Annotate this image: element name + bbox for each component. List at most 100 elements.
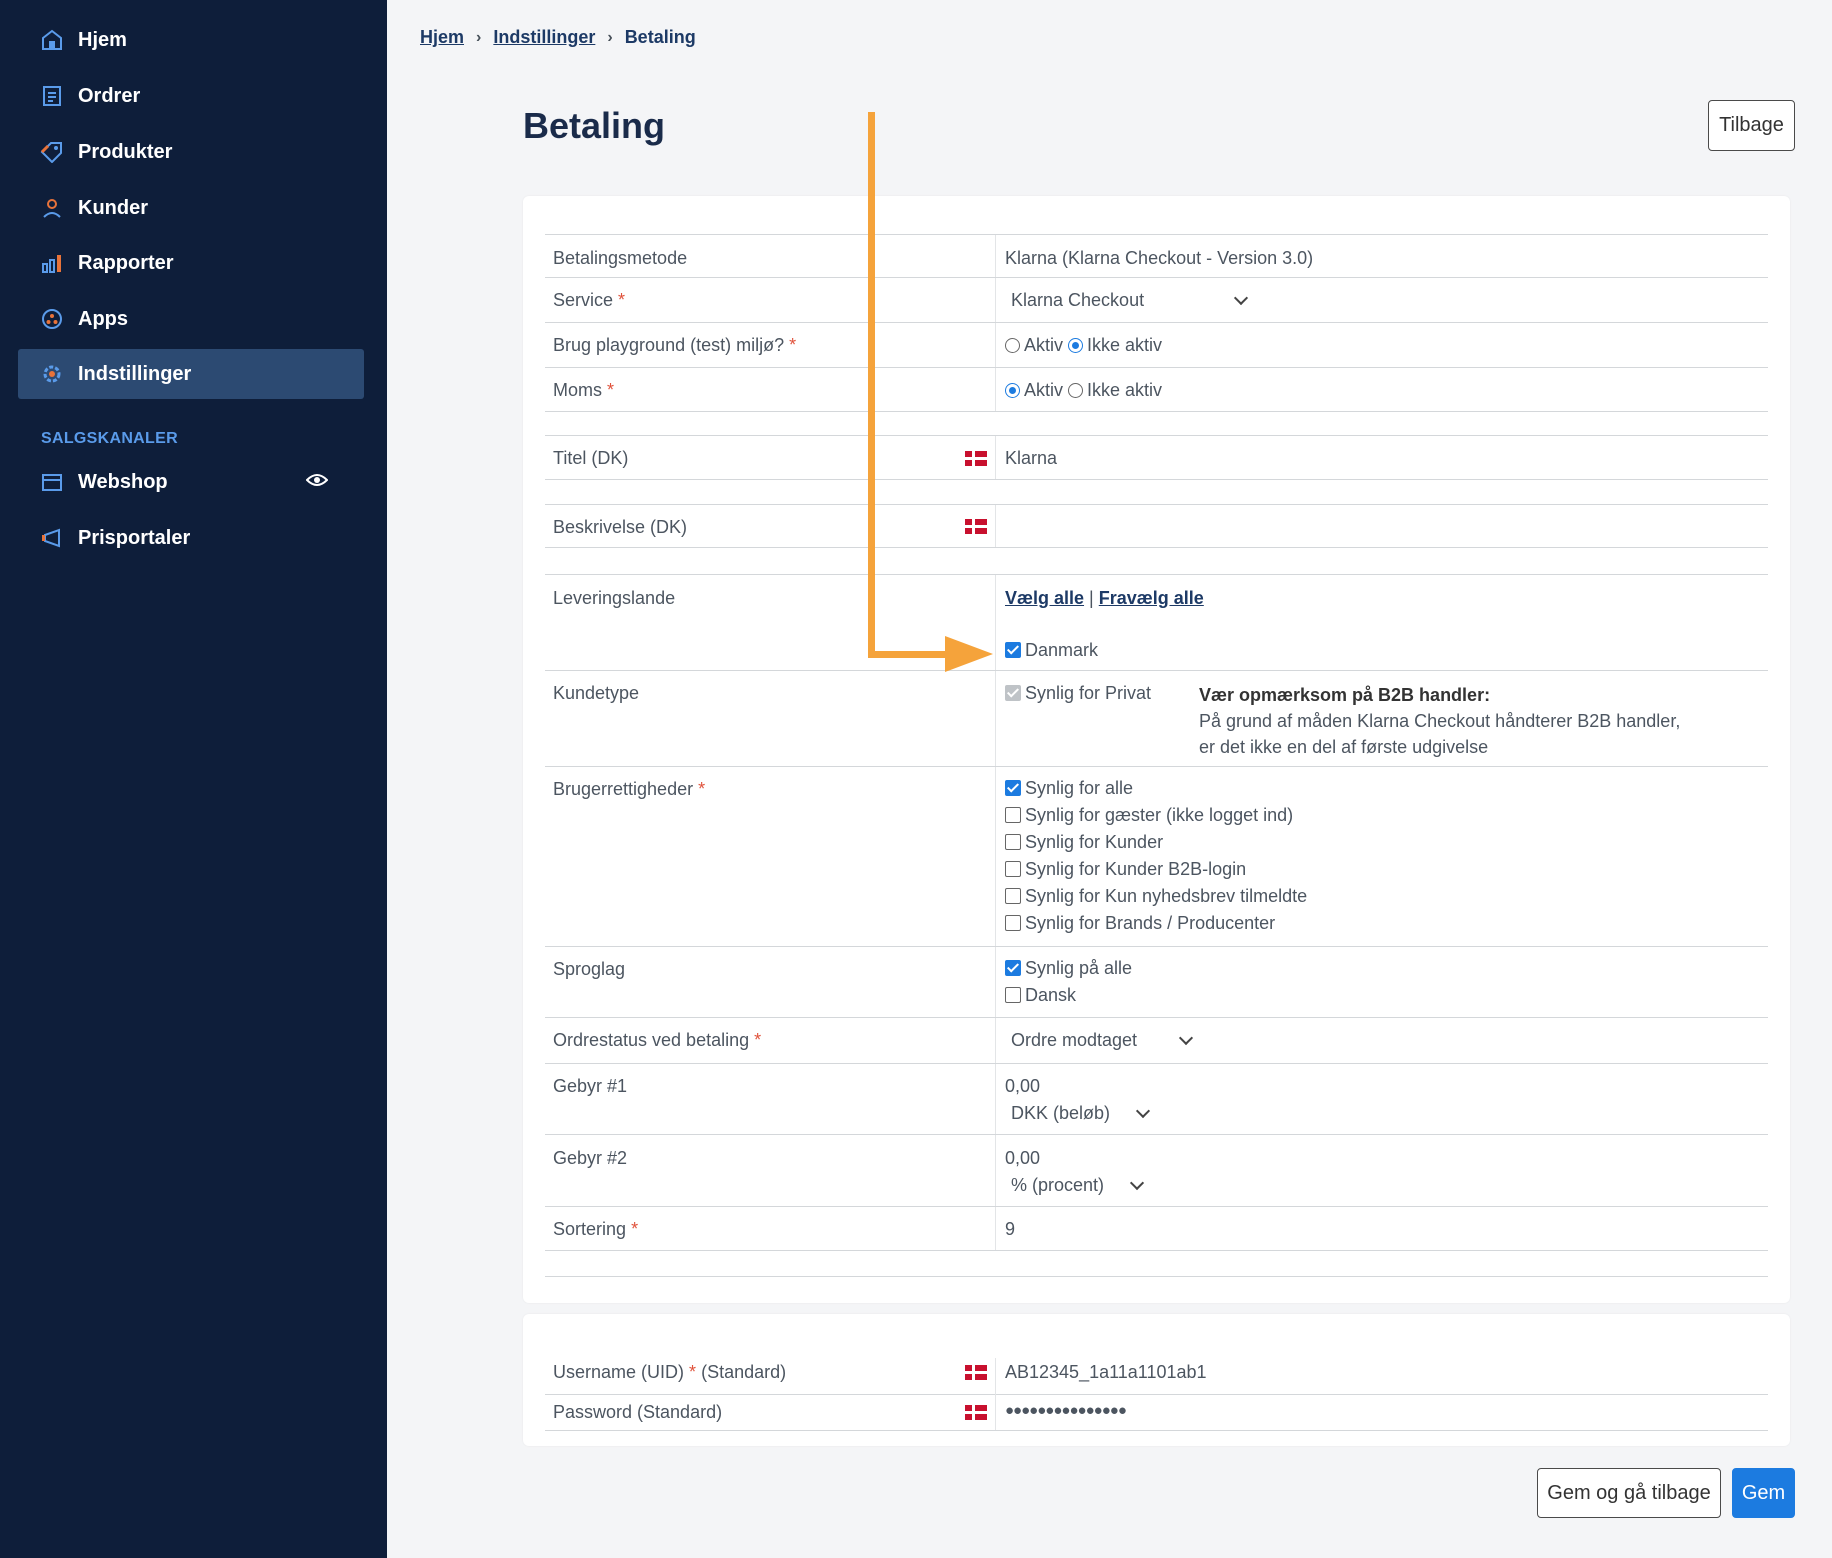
permission-option[interactable]: Synlig for Kunder [1005,829,1307,856]
service-label: Service * [553,290,626,310]
danmark-checkbox[interactable] [1005,642,1021,658]
sorting-input[interactable]: 9 [1005,1219,1016,1239]
service-select[interactable]: Klarna Checkout [1011,290,1249,311]
breadcrumb-indstillinger[interactable]: Indstillinger [493,27,596,47]
breadcrumb-current: Betaling [624,27,696,47]
playground-radio-aktiv[interactable] [1005,338,1020,353]
fee2-unit-select[interactable]: % (procent) [1011,1175,1145,1196]
row-spacer [545,1250,1768,1277]
description-label: Beskrivelse (DK) [553,517,688,537]
sidebar-item-ordrer[interactable]: Ordrer [18,71,364,121]
danish-flag-icon [965,519,987,534]
permission-option[interactable]: Synlig for gæster (ikke logget ind) [1005,802,1307,829]
order-status-select[interactable]: Ordre modtaget [1011,1030,1194,1051]
page-title: Betaling [523,105,666,146]
gear-icon [40,362,64,386]
fee1-amount-input[interactable]: 0,00 [1005,1076,1041,1096]
sidebar-item-label: Kunder [78,196,148,219]
settings-card: Betalingsmetode Klarna (Klarna Checkout … [523,196,1790,1303]
permissions-label: Brugerrettigheder * [553,779,706,799]
chevron-down-icon [1135,1103,1151,1119]
annotation-arrow [868,651,963,658]
row-description: Beskrivelse (DK) [545,504,1768,548]
fee1-label: Gebyr #1 [553,1076,628,1096]
row-customer-type: Kundetype Synlig for Privat Vær opmærkso… [545,670,1768,767]
permission-option[interactable]: Synlig for Kunder B2B-login [1005,856,1307,883]
sidebar-item-label: Prisportaler [78,526,191,549]
save-button[interactable]: Gem [1732,1468,1795,1518]
permission-option[interactable]: Synlig for Brands / Producenter [1005,910,1307,937]
languages-label: Sproglag [553,959,626,979]
fee2-amount-input[interactable]: 0,00 [1005,1148,1041,1168]
sidebar-item-rapporter[interactable]: Rapporter [18,238,364,288]
sidebar-item-apps[interactable]: Apps [18,294,364,344]
sidebar-item-kunder[interactable]: Kunder [18,183,364,233]
eye-icon[interactable] [305,471,329,494]
sidebar-item-indstillinger[interactable]: Indstillinger [18,349,364,399]
section-label-salgskanaler: SALGSKANALER [41,430,178,447]
row-title: Titel (DK) Klarna [545,435,1768,480]
back-button[interactable]: Tilbage [1708,100,1795,151]
moms-radio-aktiv[interactable] [1005,383,1020,398]
fee2-label: Gebyr #2 [553,1148,628,1168]
main-content: Hjem › Indstillinger › Betaling Betaling… [387,0,1832,1558]
user-icon [40,196,64,220]
sidebar-item-label: Apps [78,307,128,330]
playground-radio-ikke-aktiv[interactable] [1068,338,1084,353]
language-option[interactable]: Synlig på alle [1005,955,1132,982]
sidebar-item-label: Ordrer [78,84,141,107]
chevron-down-icon [1234,290,1249,306]
sidebar-item-label: Webshop [78,470,168,493]
row-permissions: Brugerrettigheder * Synlig for alle Synl… [545,766,1768,947]
permission-option[interactable]: Synlig for Kun nyhedsbrev tilmeldte [1005,883,1307,910]
delivery-label: Leveringslande [553,588,676,608]
row-fee1: Gebyr #1 0,00 DKK (beløb) [545,1063,1768,1135]
password-input[interactable]: ●●●●●●●●●●●●●●● [1005,1402,1127,1419]
apps-icon [40,307,64,331]
danish-flag-icon [965,451,987,466]
row-order-status: Ordrestatus ved betaling * Ordre modtage… [545,1017,1768,1064]
row-moms: Moms * Aktiv Ikke aktiv [545,367,1768,412]
row-delivery: Leveringslande Vælg alle | Fravælg alle … [545,574,1768,671]
password-label: Password (Standard) [553,1402,723,1422]
sidebar-item-label: Rapporter [78,251,174,274]
deselect-all-link[interactable]: Fravælg alle [1098,588,1204,608]
username-input[interactable]: AB12345_1a11a1101ab1 [1005,1362,1207,1382]
bar-chart-icon [40,251,64,275]
chevron-down-icon [1129,1175,1145,1191]
title-label: Titel (DK) [553,448,629,468]
row-password: Password (Standard) ●●●●●●●●●●●●●●● [545,1394,1768,1431]
language-option[interactable]: Dansk [1005,982,1132,1009]
delivery-links: Vælg alle | Fravælg alle [1005,588,1204,608]
payment-method-value: Klarna (Klarna Checkout - Version 3.0) [1005,248,1314,268]
select-all-link[interactable]: Vælg alle [1005,588,1085,608]
privat-checkbox [1005,685,1021,701]
sidebar-item-label: Hjem [78,28,127,51]
sidebar-item-prisportaler[interactable]: Prisportaler [18,513,364,563]
danish-flag-icon [965,1405,987,1420]
b2b-note-title: Vær opmærksom på B2B handler: [1199,685,1491,705]
sidebar: Hjem Ordrer Produkter Kunder Rapporter A… [0,0,387,1558]
customer-type-label: Kundetype [553,683,640,703]
permission-option[interactable]: Synlig for alle [1005,775,1307,802]
row-spacer [545,479,1768,505]
row-languages: Sproglag Synlig på alle Dansk [545,946,1768,1018]
orders-icon [40,84,64,108]
country-danmark: Danmark [1005,640,1098,661]
payment-method-label: Betalingsmetode [553,248,688,268]
danish-flag-icon [965,1365,987,1380]
sidebar-item-produkter[interactable]: Produkter [18,127,364,177]
fee1-unit-select[interactable]: DKK (beløb) [1011,1103,1151,1124]
sidebar-item-hjem[interactable]: Hjem [18,15,364,65]
save-and-back-button[interactable]: Gem og gå tilbage [1537,1468,1721,1518]
title-input[interactable]: Klarna [1005,448,1058,468]
arrow-head-icon [945,636,993,672]
sidebar-item-webshop[interactable]: Webshop [18,457,364,507]
languages-options: Synlig på alle Dansk [1005,955,1132,1009]
annotation-arrow [868,112,875,657]
moms-radio-ikke-aktiv[interactable] [1068,383,1084,398]
breadcrumb-hjem[interactable]: Hjem [420,27,465,47]
megaphone-icon [40,526,64,550]
chevron-right-icon: › [607,28,613,46]
b2b-note-line1: På grund af måden Klarna Checkout håndte… [1199,711,1681,731]
